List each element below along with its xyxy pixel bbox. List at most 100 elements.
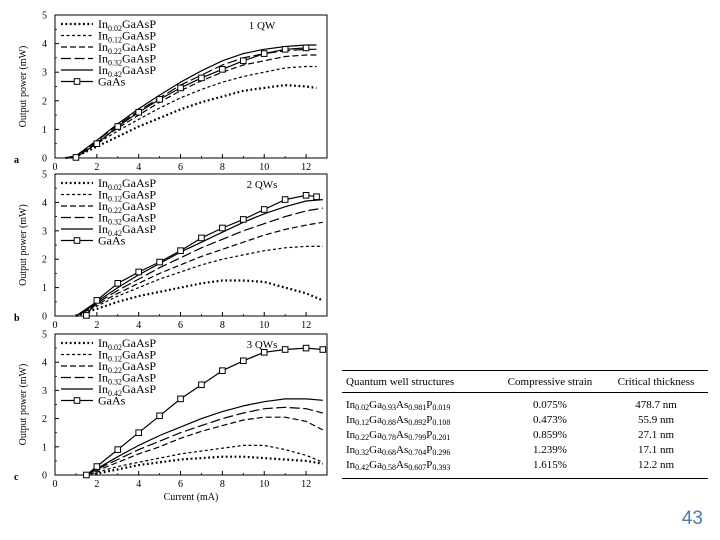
data-point-square: [302, 192, 310, 199]
legend-text-main: In: [98, 336, 108, 350]
legend-text-suffix: GaAsP: [122, 336, 156, 350]
legend-text-suffix: GaAsP: [122, 222, 156, 236]
cell-strain: 0.075%: [533, 399, 567, 411]
legend-text-suffix: GaAsP: [122, 40, 156, 54]
formula-element: In: [346, 444, 356, 456]
y-tick-label: 2: [42, 414, 47, 425]
table-row: In0.02Ga0.93As0.981P0.019 0.075% 478.7 nm: [342, 399, 708, 414]
formula-element: In: [346, 399, 356, 411]
y-axis-label: Output power (mW): [18, 364, 29, 446]
legend-text-suffix: GaAsP: [122, 188, 156, 202]
legend-text-main: In: [98, 29, 108, 43]
data-point-square: [240, 216, 247, 223]
cell-structure: In0.32Ga0.68As0.704P0.296: [342, 444, 496, 459]
x-tick-label: 4: [136, 320, 141, 331]
cell-structure: In0.12Ga0.88As0.892P0.108: [342, 414, 496, 429]
data-point-square: [281, 46, 289, 53]
y-tick-label: 0: [42, 312, 47, 323]
formula-element: P: [426, 429, 433, 441]
legend-entry: In0.02GaAsP: [98, 176, 156, 192]
formula-subscript: 0.93: [382, 403, 396, 412]
x-tick-label: 8: [220, 162, 225, 173]
data-point-square: [156, 412, 163, 420]
legend-text-suffix: GaAsP: [122, 63, 156, 77]
series-line-in002gaasp: [65, 83, 317, 160]
cell-strain: 0.473%: [533, 414, 567, 426]
data-point-square: [156, 258, 163, 266]
legend-text-suffix: GaAsP: [122, 52, 156, 66]
x-tick-label: 0: [53, 479, 58, 490]
data-point-square: [93, 463, 101, 470]
y-tick-label: 5: [42, 11, 47, 22]
legend-text-main: In: [98, 348, 108, 362]
x-tick-label: 0: [53, 320, 58, 331]
legend-text-suffix: GaAsP: [122, 371, 156, 385]
legend-entry: In0.42GaAsP: [98, 382, 156, 398]
table-top-rule: [342, 370, 708, 371]
table-row: In0.42Ga0.58As0.607P0.393 1.615% 12.2 nm: [342, 459, 708, 474]
legend-text-subscript: 0.32: [108, 59, 122, 68]
y-tick-label: 0: [42, 471, 47, 482]
series-line-in002gaasp: [86, 455, 323, 477]
formula-element: As: [396, 399, 409, 411]
legend-text-main: GaAs: [98, 75, 126, 89]
x-tick-label: 12: [301, 479, 311, 490]
legend-text-main: In: [98, 222, 108, 236]
legend-text-subscript: 0.22: [108, 206, 122, 215]
series-line-in042gaasp: [65, 44, 317, 159]
legend-text-main: GaAs: [98, 234, 126, 248]
formula-subscript: 0.892: [408, 418, 427, 427]
x-tick-label: 2: [94, 479, 99, 490]
legend-entry: In0.22GaAsP: [98, 359, 156, 375]
cell-structure: In0.22Ga0.78As0.799P0.201: [342, 429, 496, 444]
formula-subscript: 0.393: [432, 463, 451, 472]
formula-subscript: 0.201: [432, 433, 451, 442]
legend-entry: In0.22GaAsP: [98, 40, 156, 56]
x-tick-label: 4: [136, 479, 141, 490]
data-point-square: [281, 196, 289, 203]
legend-text-suffix: GaAsP: [122, 382, 156, 396]
legend-text-main: In: [98, 52, 108, 66]
chart-title: 2 QWs: [247, 179, 278, 191]
legend-text-subscript: 0.12: [108, 355, 122, 364]
formula-subscript: 0.88: [382, 418, 396, 427]
data-point-square: [260, 349, 268, 356]
x-tick-label: 6: [178, 162, 183, 173]
legend-square-marker: [73, 78, 81, 85]
formula-element: In: [346, 414, 356, 426]
series-line-in022gaasp: [86, 416, 324, 476]
legend-text-main: In: [98, 359, 108, 373]
table-row: In0.22Ga0.78As0.799P0.201 0.859% 27.1 nm: [342, 429, 708, 444]
legend-text-subscript: 0.22: [108, 47, 122, 56]
data-point-square: [135, 268, 142, 276]
cell-thickness: 12.2 nm: [637, 459, 675, 471]
cell-strain: 0.859%: [533, 429, 567, 441]
data-point-square: [240, 357, 247, 365]
x-tick-label: 12: [301, 320, 311, 331]
cell-strain: 1.239%: [533, 444, 567, 456]
x-tick-label: 8: [220, 320, 225, 331]
y-tick-label: 2: [42, 255, 47, 266]
formula-subscript: 0.02: [355, 403, 370, 412]
legend-text-main: In: [98, 382, 108, 396]
legend-entry: In0.12GaAsP: [98, 348, 156, 364]
legend-text-main: In: [98, 188, 108, 202]
y-tick-label: 3: [42, 386, 47, 397]
formula-element: P: [426, 399, 433, 411]
legend-entry: In0.12GaAsP: [98, 29, 156, 45]
legend-entry: GaAs: [98, 234, 126, 248]
legend-text-subscript: 0.02: [108, 343, 122, 352]
legend-entry: In0.12GaAsP: [98, 188, 156, 204]
formula-subscript: 0.42: [355, 463, 370, 472]
data-point-square: [135, 429, 142, 436]
legend-text-main: In: [98, 211, 108, 225]
chart-title: 3 QWs: [247, 339, 278, 351]
data-point-square: [114, 123, 122, 130]
series-line-in022gaasp: [65, 54, 317, 159]
legend-entry: In0.32GaAsP: [98, 211, 156, 227]
data-point-square: [177, 84, 184, 92]
legend-entry: In0.02GaAsP: [98, 17, 156, 33]
legend-text-suffix: GaAsP: [122, 199, 156, 213]
plot-frame: [54, 333, 328, 476]
